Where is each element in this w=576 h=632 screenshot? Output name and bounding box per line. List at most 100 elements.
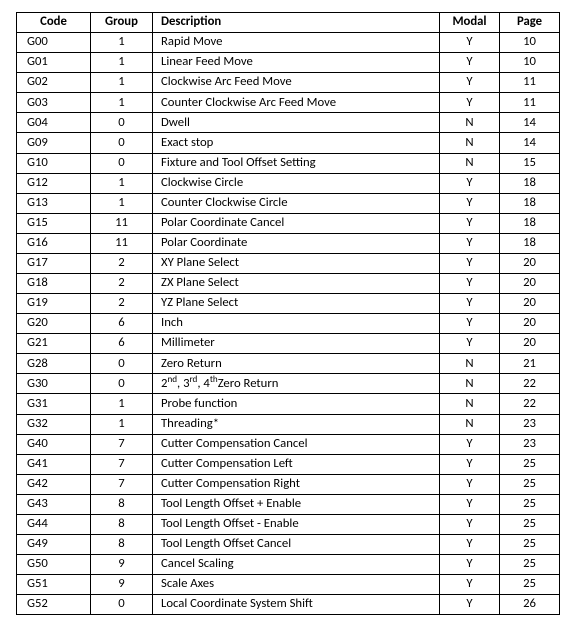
cell-description: Cutter Compensation Right xyxy=(153,474,440,494)
cell-code: G40 xyxy=(17,434,91,454)
cell-code: G01 xyxy=(17,53,91,73)
cell-group: 7 xyxy=(91,434,153,454)
cell-page: 18 xyxy=(500,213,560,233)
table-row: G182ZX Plane SelectY20 xyxy=(17,274,560,294)
cell-page: 22 xyxy=(500,394,560,414)
cell-group: 7 xyxy=(91,474,153,494)
cell-group: 6 xyxy=(91,334,153,354)
cell-group: 8 xyxy=(91,535,153,555)
cell-code: G21 xyxy=(17,334,91,354)
cell-page: 15 xyxy=(500,153,560,173)
cell-group: 2 xyxy=(91,253,153,273)
cell-description: Clockwise Arc Feed Move xyxy=(153,73,440,93)
cell-code: G43 xyxy=(17,494,91,514)
table-row: G216MillimeterY20 xyxy=(17,334,560,354)
cell-group: 1 xyxy=(91,414,153,434)
cell-code: G16 xyxy=(17,233,91,253)
cell-code: G41 xyxy=(17,454,91,474)
cell-modal: N xyxy=(440,374,500,394)
cell-page: 20 xyxy=(500,294,560,314)
table-row: G206InchY20 xyxy=(17,314,560,334)
cell-description: Threading* xyxy=(153,414,440,434)
cell-page: 18 xyxy=(500,193,560,213)
table-body: G001Rapid MoveY10G011Linear Feed MoveY10… xyxy=(17,33,560,615)
col-header-code: Code xyxy=(17,13,91,33)
cell-group: 0 xyxy=(91,374,153,394)
table-row: G498Tool Length Offset CancelY25 xyxy=(17,535,560,555)
cell-description: Counter Clockwise Arc Feed Move xyxy=(153,93,440,113)
cell-code: G12 xyxy=(17,173,91,193)
table-row: G280Zero ReturnN21 xyxy=(17,354,560,374)
cell-group: 2 xyxy=(91,294,153,314)
cell-modal: Y xyxy=(440,595,500,615)
cell-group: 0 xyxy=(91,153,153,173)
cell-code: G09 xyxy=(17,133,91,153)
cell-modal: N xyxy=(440,133,500,153)
cell-code: G00 xyxy=(17,33,91,53)
table-row: G011Linear Feed MoveY10 xyxy=(17,53,560,73)
cell-group: 1 xyxy=(91,173,153,193)
cell-modal: Y xyxy=(440,555,500,575)
cell-code: G04 xyxy=(17,113,91,133)
cell-page: 23 xyxy=(500,434,560,454)
table-row: G519Scale AxesY25 xyxy=(17,575,560,595)
cell-modal: Y xyxy=(440,334,500,354)
cell-modal: Y xyxy=(440,53,500,73)
cell-modal: Y xyxy=(440,213,500,233)
cell-modal: Y xyxy=(440,294,500,314)
cell-modal: N xyxy=(440,113,500,133)
gcode-table: Code Group Description Modal Page G001Ra… xyxy=(16,12,560,615)
cell-group: 0 xyxy=(91,595,153,615)
table-row: G031Counter Clockwise Arc Feed MoveY11 xyxy=(17,93,560,113)
cell-description: Probe function xyxy=(153,394,440,414)
cell-page: 20 xyxy=(500,274,560,294)
cell-group: 11 xyxy=(91,233,153,253)
cell-page: 14 xyxy=(500,133,560,153)
cell-code: G15 xyxy=(17,213,91,233)
table-row: G311Probe functionN22 xyxy=(17,394,560,414)
cell-page: 20 xyxy=(500,314,560,334)
table-row: G321Threading*N23 xyxy=(17,414,560,434)
cell-code: G32 xyxy=(17,414,91,434)
table-row: G520Local Coordinate System ShiftY26 xyxy=(17,595,560,615)
cell-description: Dwell xyxy=(153,113,440,133)
cell-code: G20 xyxy=(17,314,91,334)
cell-page: 21 xyxy=(500,354,560,374)
table-row: G121Clockwise CircleY18 xyxy=(17,173,560,193)
cell-group: 1 xyxy=(91,93,153,113)
cell-description: Inch xyxy=(153,314,440,334)
cell-modal: N xyxy=(440,394,500,414)
table-row: G001Rapid MoveY10 xyxy=(17,33,560,53)
cell-description: Millimeter xyxy=(153,334,440,354)
cell-page: 25 xyxy=(500,454,560,474)
cell-modal: Y xyxy=(440,314,500,334)
cell-group: 9 xyxy=(91,555,153,575)
cell-description: ZX Plane Select xyxy=(153,274,440,294)
cell-modal: Y xyxy=(440,173,500,193)
cell-page: 22 xyxy=(500,374,560,394)
table-row: G427Cutter Compensation RightY25 xyxy=(17,474,560,494)
cell-modal: Y xyxy=(440,93,500,113)
cell-page: 10 xyxy=(500,33,560,53)
cell-group: 1 xyxy=(91,394,153,414)
cell-description: 2nd, 3rd, 4thZero Return xyxy=(153,374,440,394)
cell-description: Clockwise Circle xyxy=(153,173,440,193)
page: Code Group Description Modal Page G001Ra… xyxy=(0,0,576,632)
cell-page: 26 xyxy=(500,595,560,615)
table-row: G131Counter Clockwise CircleY18 xyxy=(17,193,560,213)
cell-modal: N xyxy=(440,153,500,173)
cell-description: Cutter Compensation Cancel xyxy=(153,434,440,454)
table-row: G021Clockwise Arc Feed MoveY11 xyxy=(17,73,560,93)
table-row: G407Cutter Compensation CancelY23 xyxy=(17,434,560,454)
cell-description: Rapid Move xyxy=(153,33,440,53)
table-row: G509Cancel ScalingY25 xyxy=(17,555,560,575)
cell-group: 0 xyxy=(91,354,153,374)
cell-description: Tool Length Offset Cancel xyxy=(153,535,440,555)
cell-modal: Y xyxy=(440,233,500,253)
cell-modal: Y xyxy=(440,33,500,53)
cell-group: 0 xyxy=(91,133,153,153)
cell-description: Local Coordinate System Shift xyxy=(153,595,440,615)
cell-description: Fixture and Tool Offset Setting xyxy=(153,153,440,173)
cell-code: G10 xyxy=(17,153,91,173)
cell-group: 1 xyxy=(91,53,153,73)
